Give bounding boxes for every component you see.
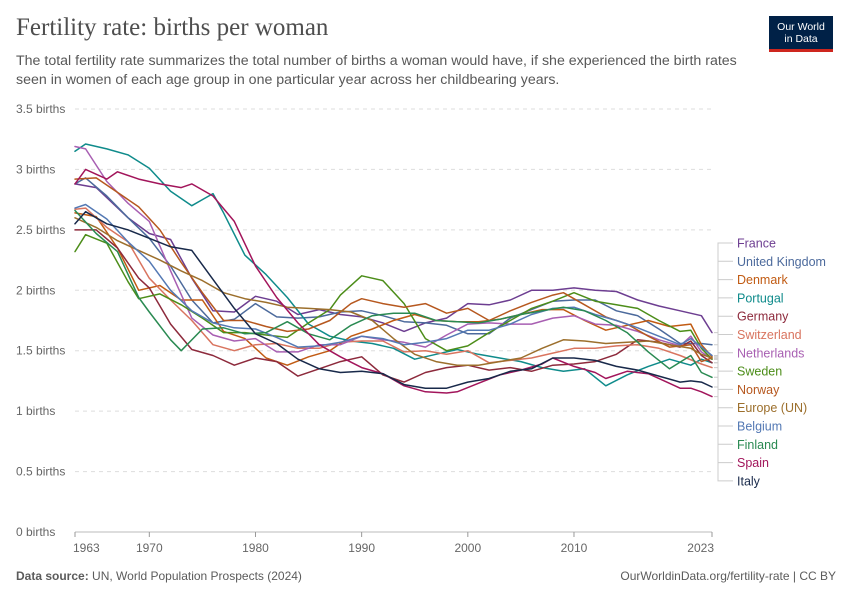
series-line-italy[interactable] (74, 210, 713, 389)
x-tick-label: 1980 (242, 541, 269, 555)
series-line-belgium[interactable] (74, 203, 713, 357)
series-line-europe-un[interactable] (74, 217, 713, 366)
y-tick-label: 3.5 births (16, 102, 65, 116)
legend-connector (714, 386, 733, 482)
series-line-portugal[interactable] (74, 143, 713, 387)
legend-label[interactable]: Norway (737, 383, 780, 397)
x-tick-label: 1963 (73, 541, 100, 555)
y-tick-label: 2 births (16, 283, 55, 297)
data-source: Data source: UN, World Population Prospe… (16, 569, 302, 583)
legend-label[interactable]: Netherlands (737, 346, 804, 360)
y-tick-label: 3 births (16, 162, 55, 176)
x-tick-label: 2000 (454, 541, 481, 555)
legend-label[interactable]: Portugal (737, 291, 784, 305)
y-tick-label: 0 births (16, 525, 55, 539)
series-line-finland[interactable] (74, 209, 713, 379)
x-tick-label: 1990 (348, 541, 375, 555)
legend-connector (714, 242, 733, 334)
logo-line-2: in Data (784, 33, 818, 45)
legend-connector (714, 355, 733, 427)
chart-subtitle: The total fertility rate summarizes the … (16, 53, 737, 88)
legend-connector (714, 279, 733, 358)
legend-label[interactable]: United Kingdom (737, 255, 826, 269)
y-tick-label: 2.5 births (16, 223, 65, 237)
owid-logo[interactable]: Our World in Data (769, 16, 833, 52)
y-tick-label: 1 births (16, 404, 55, 418)
legend-label[interactable]: Denmark (737, 273, 788, 287)
legend-connector (714, 358, 733, 372)
series-line-united-kingdom[interactable] (74, 177, 713, 346)
series-line-denmark[interactable] (74, 212, 713, 366)
x-tick-label: 2023 (687, 541, 714, 555)
legend-label[interactable]: Switzerland (737, 328, 802, 342)
x-tick-label: 2010 (561, 541, 588, 555)
legend-connectors (714, 242, 733, 482)
series-line-spain[interactable] (74, 168, 713, 398)
line-chart: 0 births 0.5 births 1 births 1.5 births 2 bi… (16, 102, 826, 555)
legend-connector (714, 334, 733, 369)
legend-label[interactable]: Germany (737, 310, 789, 324)
legend-label[interactable]: France (737, 237, 776, 251)
legend-label[interactable]: Sweden (737, 365, 782, 379)
legend: France United Kingdom Denmark Portugal Germa… (737, 237, 826, 489)
series-lines (74, 143, 713, 398)
footer-url[interactable]: OurWorldinData.org/fertility-rate | CC B… (620, 569, 836, 583)
series-line-switzerland[interactable] (74, 207, 713, 369)
y-tick-label: 0.5 births (16, 465, 65, 479)
x-tick-label: 1970 (136, 541, 163, 555)
legend-connector (714, 357, 733, 409)
series-line-sweden[interactable] (74, 233, 713, 360)
series-line-netherlands[interactable] (74, 145, 713, 360)
legend-connector (714, 396, 733, 464)
legend-label[interactable]: Italy (737, 474, 761, 488)
legend-label[interactable]: Belgium (737, 420, 782, 434)
data-source-text: UN, World Population Prospects (2024) (92, 569, 302, 583)
y-axis-labels: 0 births 0.5 births 1 births 1.5 births 2 bi… (16, 102, 65, 539)
legend-label[interactable]: Europe (UN) (737, 401, 807, 415)
y-tick-label: 1.5 births (16, 344, 65, 358)
chart-title: Fertility rate: births per woman (16, 14, 329, 41)
data-source-label: Data source: (16, 569, 89, 583)
legend-label[interactable]: Finland (737, 438, 778, 452)
logo-line-1: Our World (777, 21, 825, 33)
x-axis-labels: 1963 1970 1980 1990 2000 2010 2023 (73, 532, 714, 555)
legend-label[interactable]: Spain (737, 456, 769, 470)
